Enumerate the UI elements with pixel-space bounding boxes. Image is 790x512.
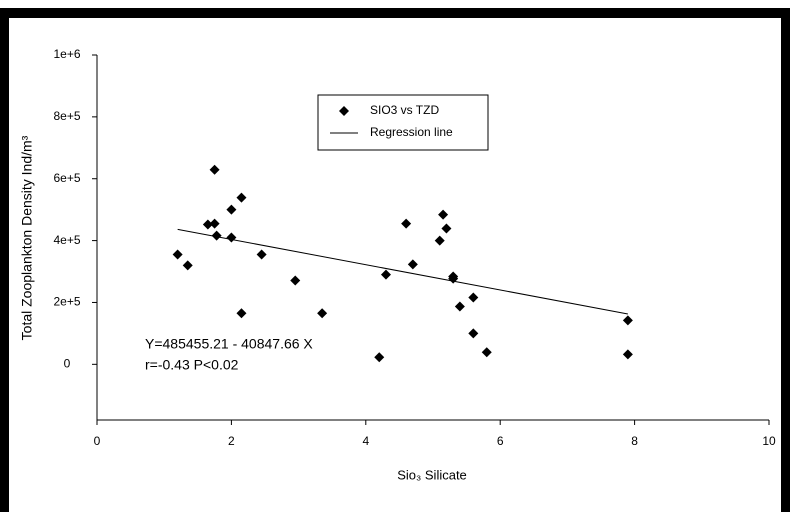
frame-left	[0, 8, 9, 512]
point	[290, 275, 301, 286]
x-tick-label: 8	[631, 434, 638, 448]
x-tick-label: 0	[94, 434, 101, 448]
x-tick-label: 10	[762, 434, 776, 448]
y-tick-label: 6e+5	[53, 171, 80, 185]
point	[468, 328, 479, 339]
point	[317, 308, 328, 319]
point	[468, 292, 479, 303]
point	[441, 223, 452, 234]
point	[226, 232, 237, 243]
point	[401, 218, 412, 229]
y-tick-label: 1e+6	[53, 47, 80, 61]
frame-right	[781, 8, 790, 512]
legend-marker	[339, 106, 349, 116]
x-axis-label: Sio₃ Silicate	[397, 467, 467, 482]
legend-label: Regression line	[370, 125, 453, 139]
point	[209, 164, 220, 175]
x-tick-label: 2	[228, 434, 235, 448]
y-tick-label: 2e+5	[53, 295, 80, 309]
point	[172, 249, 183, 260]
x-tick-label: 6	[497, 434, 504, 448]
point	[374, 352, 385, 363]
point	[226, 204, 237, 215]
point	[454, 301, 465, 312]
point	[438, 209, 449, 220]
point	[407, 259, 418, 270]
annotation: Y=485455.21 - 40847.66 X	[145, 336, 313, 352]
legend-box	[317, 94, 489, 151]
annotation: r=-0.43 P<0.02	[145, 357, 239, 373]
point	[434, 235, 445, 246]
point	[236, 308, 247, 319]
y-tick-label: 0	[64, 356, 71, 370]
point	[236, 192, 247, 203]
point	[256, 249, 267, 260]
frame-top	[0, 8, 790, 18]
point	[182, 260, 193, 271]
y-tick-label: 8e+5	[53, 109, 80, 123]
point	[202, 219, 213, 230]
point	[622, 315, 633, 326]
legend-label: SIO3 vs TZD	[370, 103, 439, 117]
x-tick-label: 4	[362, 434, 369, 448]
point	[209, 218, 220, 229]
point	[622, 349, 633, 360]
point	[481, 347, 492, 358]
point	[380, 269, 391, 280]
y-axis-label: Total Zooplankton Density Ind/m³	[19, 135, 35, 340]
regression-line	[177, 228, 628, 315]
point	[211, 230, 222, 241]
y-tick-label: 4e+5	[53, 233, 80, 247]
